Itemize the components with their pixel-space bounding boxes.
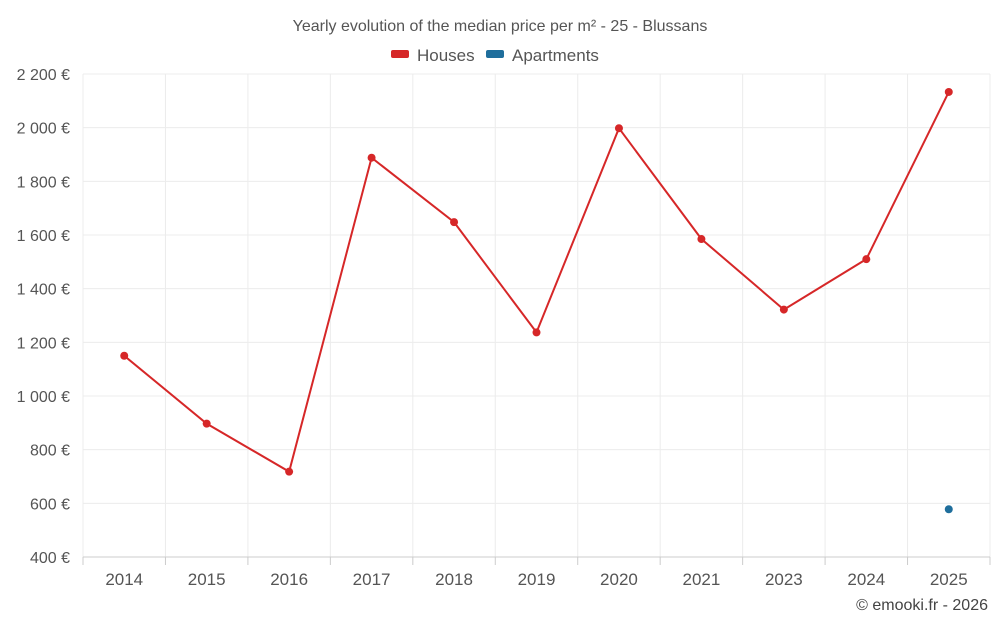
data-point-houses[interactable] bbox=[202, 419, 211, 428]
y-axis: 400 € 600 € 800 € 1 000 € 1 200 € 1 400 € 1 60… bbox=[17, 67, 70, 567]
x-tick-label: 2024 bbox=[847, 570, 885, 589]
y-tick-label: 400 € bbox=[30, 550, 70, 567]
legend-item-apartments[interactable]: Apartments bbox=[486, 46, 599, 65]
y-tick-label: 1 000 € bbox=[17, 389, 70, 406]
data-point-houses[interactable] bbox=[120, 351, 129, 360]
x-tick-label: 2017 bbox=[353, 570, 391, 589]
legend-label-apartments: Apartments bbox=[512, 46, 599, 65]
series-layer bbox=[120, 87, 953, 514]
data-point-houses[interactable] bbox=[367, 153, 376, 162]
y-tick-label: 2 000 € bbox=[17, 121, 70, 138]
x-tick-label: 2015 bbox=[188, 570, 226, 589]
y-tick-label: 1 200 € bbox=[17, 335, 70, 352]
y-tick-label: 1 400 € bbox=[17, 282, 70, 299]
credit-text: © emooki.fr - 2026 bbox=[856, 597, 988, 614]
x-tick-label: 2023 bbox=[765, 570, 803, 589]
data-point-houses[interactable] bbox=[697, 235, 706, 244]
legend[interactable]: Houses Apartments bbox=[391, 46, 599, 65]
data-point-houses[interactable] bbox=[614, 124, 623, 133]
data-point-houses[interactable] bbox=[450, 218, 459, 227]
legend-swatch-houses bbox=[391, 50, 409, 58]
x-tick-label: 2019 bbox=[518, 570, 556, 589]
data-point-houses[interactable] bbox=[532, 328, 541, 337]
x-axis: 2014 2015 2016 2017 2018 2019 2020 2021 2023 2024… bbox=[82, 556, 991, 589]
legend-item-houses[interactable]: Houses bbox=[391, 46, 475, 65]
legend-label-houses: Houses bbox=[417, 46, 475, 65]
y-tick-label: 2 200 € bbox=[17, 67, 70, 84]
y-tick-label: 800 € bbox=[30, 443, 70, 460]
chart-title: Yearly evolution of the median price per… bbox=[293, 18, 708, 35]
data-point-houses[interactable] bbox=[862, 255, 871, 264]
data-point-houses[interactable] bbox=[285, 467, 294, 476]
y-tick-label: 1 600 € bbox=[17, 228, 70, 245]
x-tick-label: 2025 bbox=[930, 570, 968, 589]
x-tick-label: 2018 bbox=[435, 570, 473, 589]
grid bbox=[82, 73, 991, 557]
data-point-apartments[interactable] bbox=[944, 505, 953, 514]
data-point-houses[interactable] bbox=[944, 87, 953, 96]
x-tick-label: 2014 bbox=[105, 570, 143, 589]
y-tick-label: 1 800 € bbox=[17, 174, 70, 191]
data-point-houses[interactable] bbox=[779, 305, 788, 314]
y-tick-label: 600 € bbox=[30, 496, 70, 513]
x-tick-label: 2021 bbox=[682, 570, 720, 589]
legend-swatch-apartments bbox=[486, 50, 504, 58]
x-tick-label: 2016 bbox=[270, 570, 308, 589]
x-tick-label: 2020 bbox=[600, 570, 638, 589]
